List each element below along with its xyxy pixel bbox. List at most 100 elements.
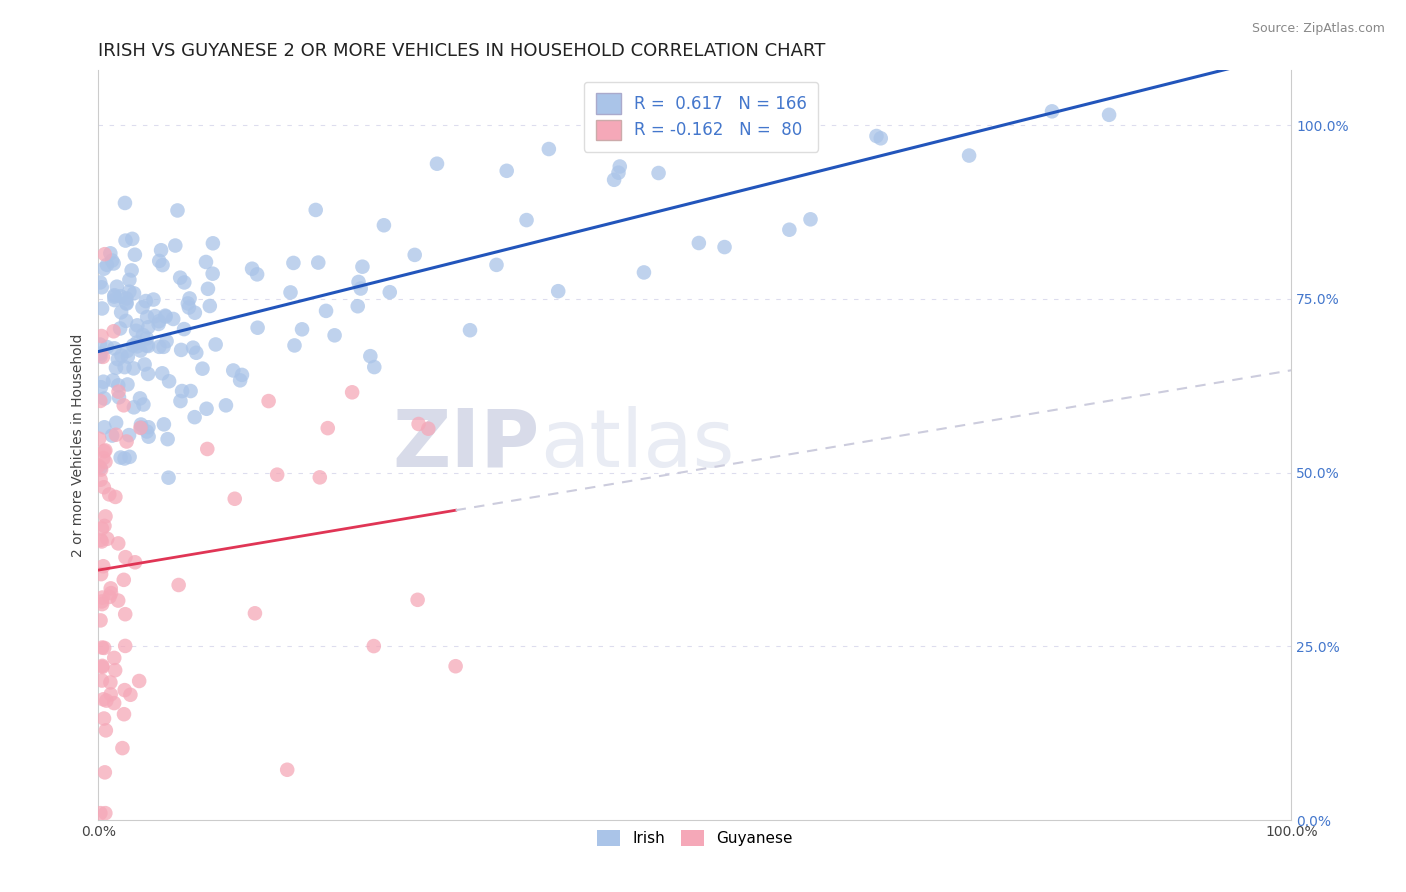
Point (90, 280, 112, 294)
Point (283, 338, 305, 352)
Point (136, 310, 159, 324)
Point (112, 398, 135, 412)
Point (105, 279, 128, 293)
Text: IRISH VS GUYANESE 2 OR MORE VEHICLES IN HOUSEHOLD CORRELATION CHART: IRISH VS GUYANESE 2 OR MORE VEHICLES IN … (98, 42, 825, 60)
Point (118, 450, 141, 464)
Point (89, 432, 111, 446)
Point (204, 337, 226, 351)
Point (547, 284, 569, 298)
Point (240, 261, 263, 276)
Point (89, 350, 111, 364)
Point (120, 688, 142, 702)
Text: atlas: atlas (540, 406, 734, 483)
Point (89, 460, 111, 475)
Point (111, 741, 134, 756)
Point (647, 166, 669, 180)
Point (1098, 108, 1121, 122)
Point (350, 281, 373, 295)
Point (688, 235, 710, 250)
Point (114, 451, 136, 466)
Point (91, 640, 114, 655)
Point (363, 360, 385, 375)
Point (291, 322, 314, 336)
Point (127, 318, 149, 333)
Point (197, 282, 219, 296)
Point (609, 160, 631, 174)
Point (169, 394, 191, 409)
Point (100, 675, 122, 690)
Point (173, 322, 195, 336)
Point (103, 324, 125, 338)
Point (90, 380, 112, 394)
Point (315, 304, 337, 318)
Point (114, 550, 136, 565)
Point (94, 806, 117, 821)
Point (91, 301, 114, 316)
Point (90, 473, 112, 487)
Point (107, 536, 129, 550)
Point (179, 292, 201, 306)
Point (243, 607, 266, 621)
Point (125, 324, 148, 338)
Point (94, 455, 117, 469)
Point (157, 374, 180, 388)
Point (183, 410, 205, 425)
Point (101, 373, 124, 387)
Point (104, 427, 127, 442)
Point (91, 591, 114, 605)
Point (359, 349, 381, 363)
Point (129, 343, 152, 358)
Point (115, 296, 138, 310)
Point (148, 254, 170, 268)
Point (129, 421, 152, 435)
Point (181, 341, 204, 355)
Text: ZIP: ZIP (392, 406, 540, 483)
Point (115, 314, 138, 328)
Point (90, 533, 112, 547)
Point (169, 270, 191, 285)
Point (107, 384, 129, 399)
Point (713, 240, 735, 254)
Point (131, 301, 153, 315)
Point (96, 693, 118, 707)
Point (136, 320, 159, 334)
Legend: Irish, Guyanese: Irish, Guyanese (591, 822, 800, 854)
Point (170, 384, 193, 398)
Point (138, 430, 160, 444)
Point (155, 310, 177, 324)
Point (118, 273, 141, 287)
Point (103, 696, 125, 710)
Point (89, 806, 111, 821)
Point (173, 276, 195, 290)
Point (104, 663, 127, 677)
Point (152, 258, 174, 272)
Point (101, 428, 124, 442)
Point (87, 458, 110, 473)
Point (118, 428, 141, 442)
Point (108, 390, 131, 404)
Point (110, 349, 132, 363)
Point (148, 340, 170, 354)
Point (426, 157, 449, 171)
Point (246, 268, 269, 282)
Point (122, 338, 145, 352)
Point (180, 384, 202, 398)
Point (406, 592, 429, 607)
Text: Source: ZipAtlas.com: Source: ZipAtlas.com (1251, 22, 1385, 36)
Point (121, 232, 143, 246)
Point (91, 350, 114, 364)
Point (458, 323, 481, 337)
Point (124, 555, 146, 569)
Point (107, 378, 129, 392)
Point (153, 417, 176, 432)
Point (404, 248, 426, 262)
Point (89, 276, 111, 290)
Point (122, 361, 145, 376)
Point (108, 321, 131, 335)
Point (195, 442, 218, 456)
Point (215, 398, 238, 412)
Point (495, 163, 517, 178)
Point (122, 286, 145, 301)
Point (129, 420, 152, 434)
Point (485, 258, 508, 272)
